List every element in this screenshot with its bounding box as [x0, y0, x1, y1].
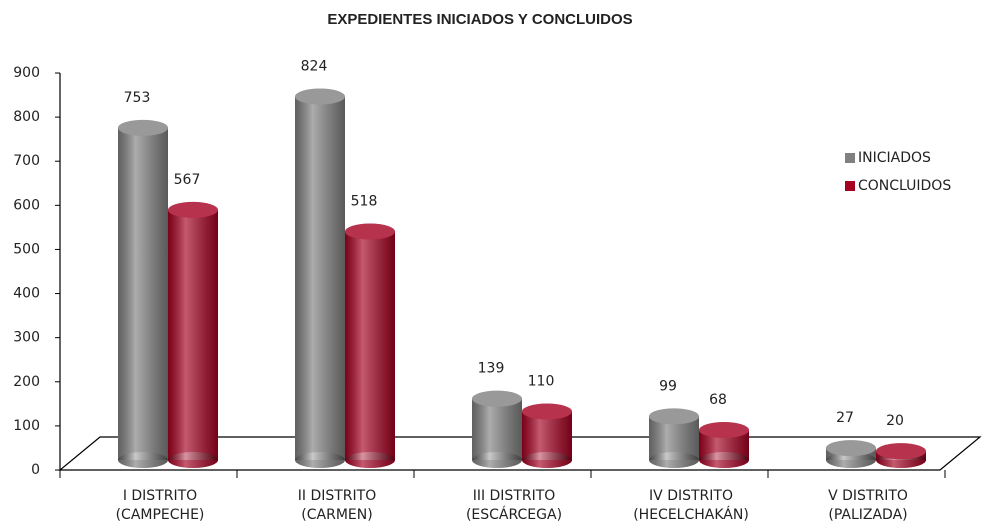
bar: [295, 88, 345, 468]
bar-shade: [472, 398, 522, 460]
bar-bottom-shade: [826, 452, 876, 468]
y-tick-label: 800: [13, 109, 40, 125]
data-label: 139: [478, 361, 505, 377]
legend-label: CONCLUIDOS: [858, 178, 951, 194]
x-tick-label: (ESCÁRCEGA): [466, 506, 562, 523]
data-label: 68: [709, 392, 727, 408]
bar-top-shade: [295, 88, 345, 105]
y-tick-label: 900: [13, 65, 40, 81]
y-tick-label: 700: [13, 153, 40, 169]
bar-shade: [168, 209, 218, 460]
bar: [522, 403, 572, 468]
legend-swatch: [845, 181, 855, 191]
bar-shade: [295, 96, 345, 460]
data-label: 567: [174, 172, 201, 188]
y-tick-label: 0: [31, 462, 40, 478]
y-tick-label: 400: [13, 286, 40, 302]
data-label: 20: [886, 413, 904, 429]
bar: [649, 408, 699, 468]
bar-shade: [345, 231, 395, 460]
data-label: 99: [659, 378, 677, 394]
bar-top: [522, 403, 572, 420]
bar: [826, 440, 876, 468]
legend-label: INICIADOS: [858, 150, 931, 166]
data-label: 753: [124, 90, 151, 106]
bar-bottom-shade: [295, 452, 345, 468]
data-label: 27: [836, 410, 854, 426]
legend-swatch: [845, 153, 855, 163]
x-tick-label: III DISTRITO: [473, 488, 556, 504]
x-tick-label: (CARMEN): [301, 507, 372, 523]
bar-bottom-shade: [699, 452, 749, 468]
bar-top-shade: [876, 443, 926, 460]
chart-title: EXPEDIENTES INICIADOS Y CONCLUIDOS: [327, 11, 632, 28]
bar: [345, 223, 395, 468]
data-label: 518: [351, 194, 378, 210]
bar-top: [295, 88, 345, 105]
data-label: 824: [301, 59, 328, 75]
bar-top: [699, 422, 749, 439]
bar-top-shade: [472, 390, 522, 407]
bar: [876, 443, 926, 468]
y-tick-label: 600: [13, 197, 40, 213]
bar-bottom-shade: [168, 452, 218, 468]
bar-top-shade: [699, 422, 749, 439]
x-tick-label: V DISTRITO: [828, 488, 908, 504]
bar-bottom-shade: [345, 452, 395, 468]
x-tick-label: (PALIZADA): [828, 507, 907, 523]
y-tick-label: 100: [13, 418, 40, 434]
x-tick-label: (HECELCHAKÁN): [633, 506, 749, 523]
x-tick-label: I DISTRITO: [123, 488, 197, 504]
bar-top-shade: [168, 201, 218, 218]
x-tick-label: IV DISTRITO: [649, 488, 733, 504]
bar-top: [472, 390, 522, 407]
bar-top: [168, 201, 218, 218]
bar-top: [826, 440, 876, 457]
bar: [472, 390, 522, 468]
bar: [118, 119, 168, 468]
bar-top: [345, 223, 395, 240]
bar-top-shade: [118, 119, 168, 136]
y-tick-label: 300: [13, 330, 40, 346]
y-tick-label: 500: [13, 241, 40, 257]
bar-top: [118, 119, 168, 136]
floor: [58, 436, 982, 471]
bar-bottom-shade: [649, 452, 699, 468]
data-label: 110: [528, 373, 555, 389]
bar-bottom-shade: [522, 452, 572, 468]
bar-top-shade: [522, 403, 572, 420]
bar-bottom-shade: [118, 452, 168, 468]
bar-top-shade: [345, 223, 395, 240]
x-tick-label: II DISTRITO: [298, 488, 376, 504]
bar: [168, 201, 218, 468]
bar-top-shade: [826, 440, 876, 457]
bar: [699, 422, 749, 468]
x-tick-label: (CAMPECHE): [116, 507, 205, 523]
bar-top: [876, 443, 926, 460]
bar-bottom-shade: [472, 452, 522, 468]
bar-top-shade: [649, 408, 699, 425]
bar-top: [649, 408, 699, 425]
bar-shade: [118, 127, 168, 461]
y-tick-label: 200: [13, 374, 40, 390]
bar-shade: [522, 411, 572, 460]
